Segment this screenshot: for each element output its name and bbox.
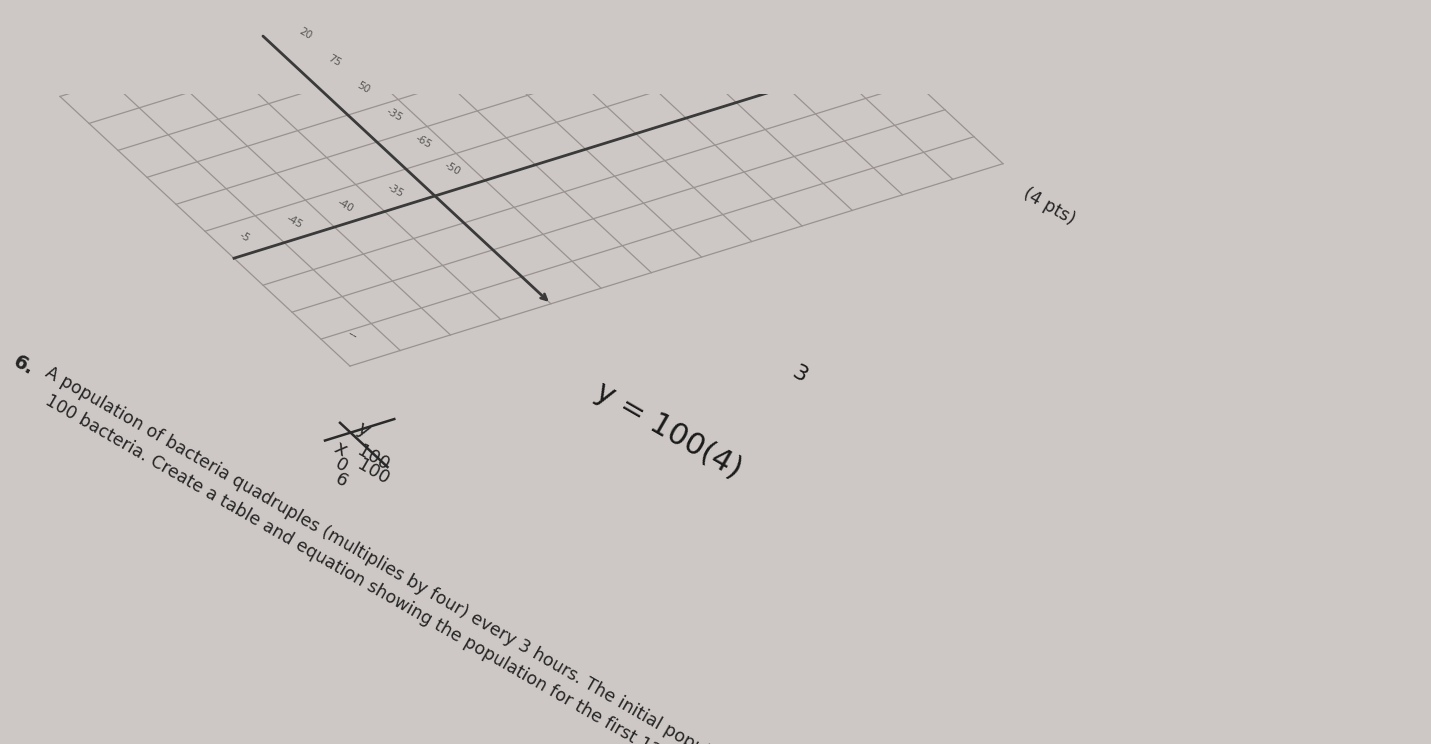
Text: (4 pts): (4 pts)	[1020, 184, 1078, 228]
Text: 20: 20	[298, 26, 313, 42]
Text: 100 bacteria. Create a table and equation showing the population for the first 1: 100 bacteria. Create a table and equatio…	[41, 391, 711, 744]
Text: y: y	[353, 419, 373, 440]
Text: -5: -5	[238, 230, 252, 244]
Text: 0: 0	[332, 455, 351, 476]
Text: --: --	[345, 328, 359, 345]
Text: 100: 100	[353, 442, 392, 474]
Text: -45: -45	[285, 213, 305, 230]
Text: -65: -65	[414, 133, 434, 150]
Text: 100: 100	[353, 456, 392, 489]
Text: 50: 50	[355, 80, 372, 95]
Text: y = 100(4): y = 100(4)	[590, 377, 747, 484]
Text: 75: 75	[326, 53, 342, 68]
Text: -35: -35	[385, 106, 404, 124]
Text: A population of bacteria quadruples (multiplies by four) every 3 hours. The init: A population of bacteria quadruples (mul…	[41, 364, 767, 744]
Text: -40: -40	[335, 197, 355, 214]
Text: 6.: 6.	[10, 353, 37, 379]
Text: -35: -35	[385, 182, 405, 199]
Text: -50: -50	[442, 160, 462, 177]
Text: x: x	[331, 438, 349, 461]
Text: 6: 6	[332, 469, 351, 491]
Text: 3: 3	[788, 362, 810, 387]
